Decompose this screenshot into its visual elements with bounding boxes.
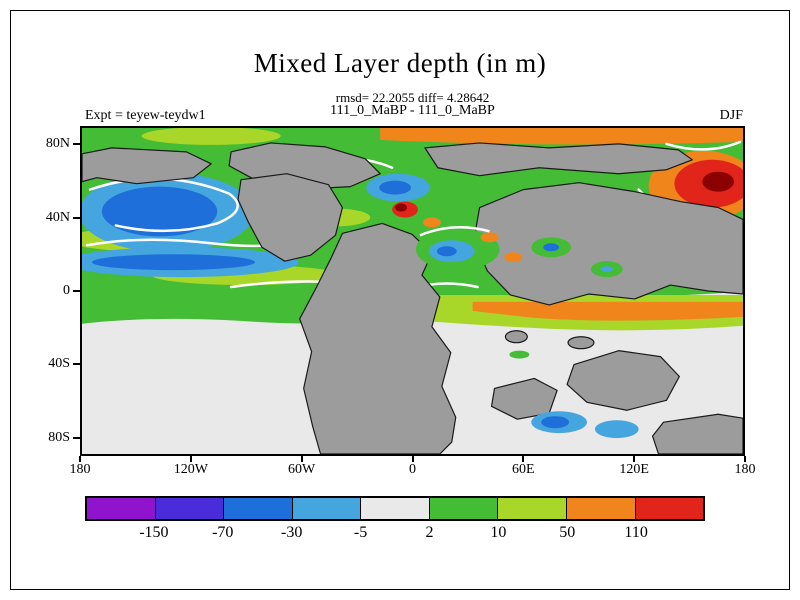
colorbar-label: -150 bbox=[139, 524, 169, 541]
y-tick-label: 40N bbox=[45, 209, 70, 225]
y-tick-mark bbox=[73, 216, 80, 219]
plot-title: Mixed Layer depth (in m) bbox=[253, 48, 547, 78]
x-tick-mark bbox=[411, 456, 414, 462]
map-plot-area bbox=[80, 126, 745, 456]
run-label: 111_0_MaBP - 111_0_MaBP bbox=[330, 103, 495, 118]
x-tick-label: 60E bbox=[512, 462, 535, 477]
y-tick-label: 80N bbox=[45, 136, 70, 152]
colorbar-label: 110 bbox=[624, 524, 648, 541]
land-layer bbox=[82, 142, 743, 454]
experiment-label: Expt = teyew-teydw1 bbox=[85, 108, 206, 123]
colorbar-label: -5 bbox=[353, 524, 368, 541]
x-tick-label: 120E bbox=[619, 462, 649, 477]
x-tick-mark bbox=[79, 456, 81, 462]
colorbar-segment bbox=[361, 498, 430, 519]
colorbar-label: -70 bbox=[212, 524, 234, 541]
x-tick-label: 120W bbox=[173, 462, 208, 477]
colorbar-label: 50 bbox=[559, 524, 576, 541]
stats-line: rmsd= 22.2055 diff= 4.28642 bbox=[335, 90, 490, 105]
colorbar-label: 2 bbox=[425, 524, 434, 541]
y-tick-mark bbox=[73, 290, 80, 292]
y-tick-mark bbox=[73, 143, 80, 146]
x-tick-mark bbox=[300, 456, 303, 462]
season-label: DJF bbox=[719, 108, 743, 123]
colorbar-label: -30 bbox=[280, 524, 303, 541]
y-tick-label: 80S bbox=[48, 429, 70, 445]
world-map bbox=[82, 128, 743, 454]
colorbar-segment bbox=[498, 498, 567, 519]
colorbar-segment bbox=[292, 498, 362, 519]
x-tick-label: 0 bbox=[409, 462, 416, 477]
colorbar-segment bbox=[155, 498, 225, 519]
y-tick-mark bbox=[73, 436, 80, 439]
colorbar-segment bbox=[635, 498, 704, 519]
colorbar bbox=[85, 496, 705, 521]
y-tick-label: 0 bbox=[63, 283, 70, 298]
colorbar-segment bbox=[429, 498, 499, 519]
x-tick-mark bbox=[633, 456, 636, 462]
x-tick-mark bbox=[744, 456, 746, 462]
y-tick-label: 40S bbox=[48, 356, 70, 372]
x-tick-mark bbox=[189, 456, 192, 462]
colorbar-segment bbox=[224, 498, 293, 519]
y-tick-mark bbox=[73, 363, 80, 366]
marginal-seas-layer bbox=[415, 226, 639, 439]
colorbar-segment bbox=[566, 498, 636, 519]
x-tick-label: 180 bbox=[69, 462, 91, 477]
x-tick-label: 180 bbox=[734, 462, 756, 477]
colorbar-label: 10 bbox=[490, 524, 507, 541]
colorbar-segment bbox=[87, 498, 156, 519]
x-tick-mark bbox=[522, 456, 525, 462]
x-tick-label: 60W bbox=[288, 462, 316, 477]
